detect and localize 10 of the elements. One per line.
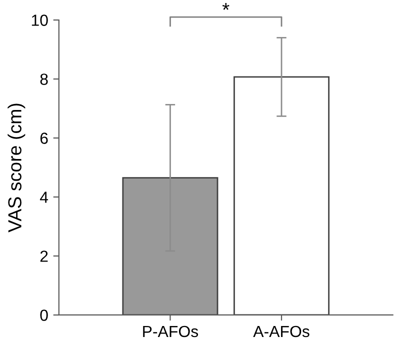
x-tick-label: P-AFOs bbox=[143, 326, 198, 338]
y-tick-label: 10 bbox=[32, 14, 48, 26]
y-tick-label: 6 bbox=[40, 132, 48, 144]
y-tick-label: 8 bbox=[40, 74, 48, 85]
y-tick-label: 2 bbox=[40, 250, 48, 262]
y-axis-title: VAS score (cm) bbox=[8, 104, 26, 232]
y-tick-label: 0 bbox=[40, 310, 48, 321]
x-tick-label: A-AFOs bbox=[253, 326, 310, 338]
y-tick-label: 4 bbox=[40, 192, 48, 203]
text: * bbox=[222, 3, 230, 10]
